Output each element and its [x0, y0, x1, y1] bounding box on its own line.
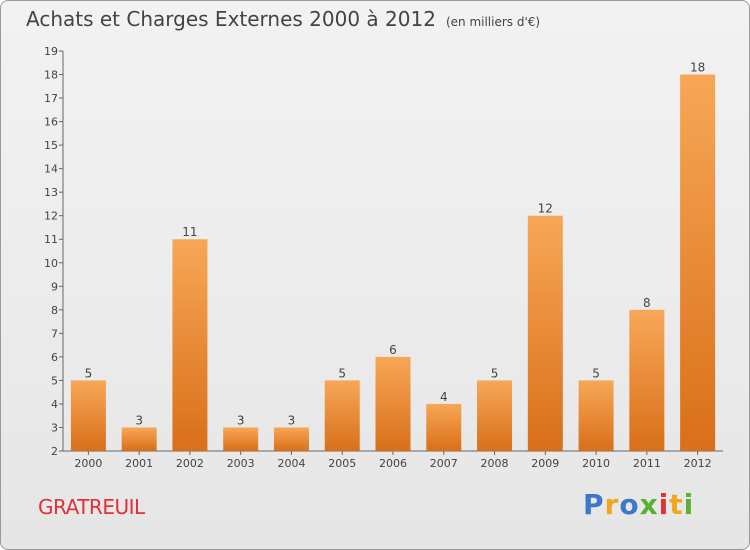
bar-value-label: 3: [237, 413, 245, 427]
x-tick-label: 2000: [74, 457, 102, 470]
bar-value-label: 12: [538, 202, 553, 216]
bar-value-label: 8: [643, 296, 651, 310]
y-tick-label: 16: [44, 116, 58, 129]
bar-value-label: 11: [182, 225, 197, 239]
bar-value-label: 5: [85, 366, 93, 380]
bar-2012: [680, 74, 716, 451]
bar-2009: [527, 215, 563, 451]
title-unit: (en milliers d'€): [445, 15, 541, 29]
y-tick-label: 3: [51, 421, 58, 434]
x-tick-label: 2007: [430, 457, 458, 470]
chart-title: Achats et Charges Externes 2000 à 2012 (e…: [26, 7, 540, 31]
bar-value-label: 3: [135, 413, 143, 427]
y-tick-label: 15: [44, 139, 58, 152]
bar-value-label: 4: [440, 390, 448, 404]
bar-2011: [629, 309, 665, 451]
title-text: Achats et Charges Externes 2000 à 2012: [26, 7, 436, 31]
bar-value-label: 5: [592, 366, 600, 380]
y-tick-label: 13: [44, 186, 58, 199]
bar-2005: [324, 380, 360, 451]
bar-value-label: 5: [338, 366, 346, 380]
bar-2001: [121, 427, 157, 451]
bar-value-label: 3: [288, 413, 296, 427]
y-tick-label: 7: [51, 327, 58, 340]
y-tick-label: 11: [44, 233, 58, 246]
x-tick-label: 2006: [379, 457, 407, 470]
x-tick-label: 2012: [684, 457, 712, 470]
bar-value-label: 18: [690, 61, 705, 75]
bar-2004: [273, 427, 309, 451]
x-tick-label: 2009: [531, 457, 559, 470]
y-tick-label: 10: [44, 257, 58, 270]
x-tick-label: 2010: [582, 457, 610, 470]
x-tick-label: 2011: [633, 457, 661, 470]
y-tick-label: 5: [51, 374, 58, 387]
bar-value-label: 6: [389, 343, 397, 357]
y-tick-label: 4: [51, 398, 58, 411]
proxiti-logo: Proxiti: [583, 488, 695, 521]
bar-2000: [70, 380, 106, 451]
y-tick-label: 8: [51, 304, 58, 317]
y-tick-label: 19: [44, 45, 58, 58]
y-tick-label: 6: [51, 351, 58, 364]
bar-2003: [223, 427, 259, 451]
x-tick-label: 2002: [176, 457, 204, 470]
x-tick-label: 2003: [227, 457, 255, 470]
y-tick-label: 12: [44, 210, 58, 223]
x-tick-label: 2005: [328, 457, 356, 470]
x-tick-label: 2008: [481, 457, 509, 470]
y-tick-label: 14: [44, 163, 58, 176]
bar-2010: [578, 380, 614, 451]
x-tick-label: 2001: [125, 457, 153, 470]
y-tick-label: 17: [44, 92, 58, 105]
bar-value-label: 5: [491, 366, 499, 380]
bar-2006: [375, 356, 411, 451]
y-tick-label: 18: [44, 69, 58, 82]
bar-2002: [172, 239, 208, 451]
x-tick-label: 2004: [277, 457, 305, 470]
commune-name: GRATREUIL: [38, 495, 145, 519]
y-tick-label: 9: [51, 280, 58, 293]
bar-2008: [477, 380, 513, 451]
bar-2007: [426, 403, 462, 451]
y-tick-label: 2: [51, 445, 58, 458]
